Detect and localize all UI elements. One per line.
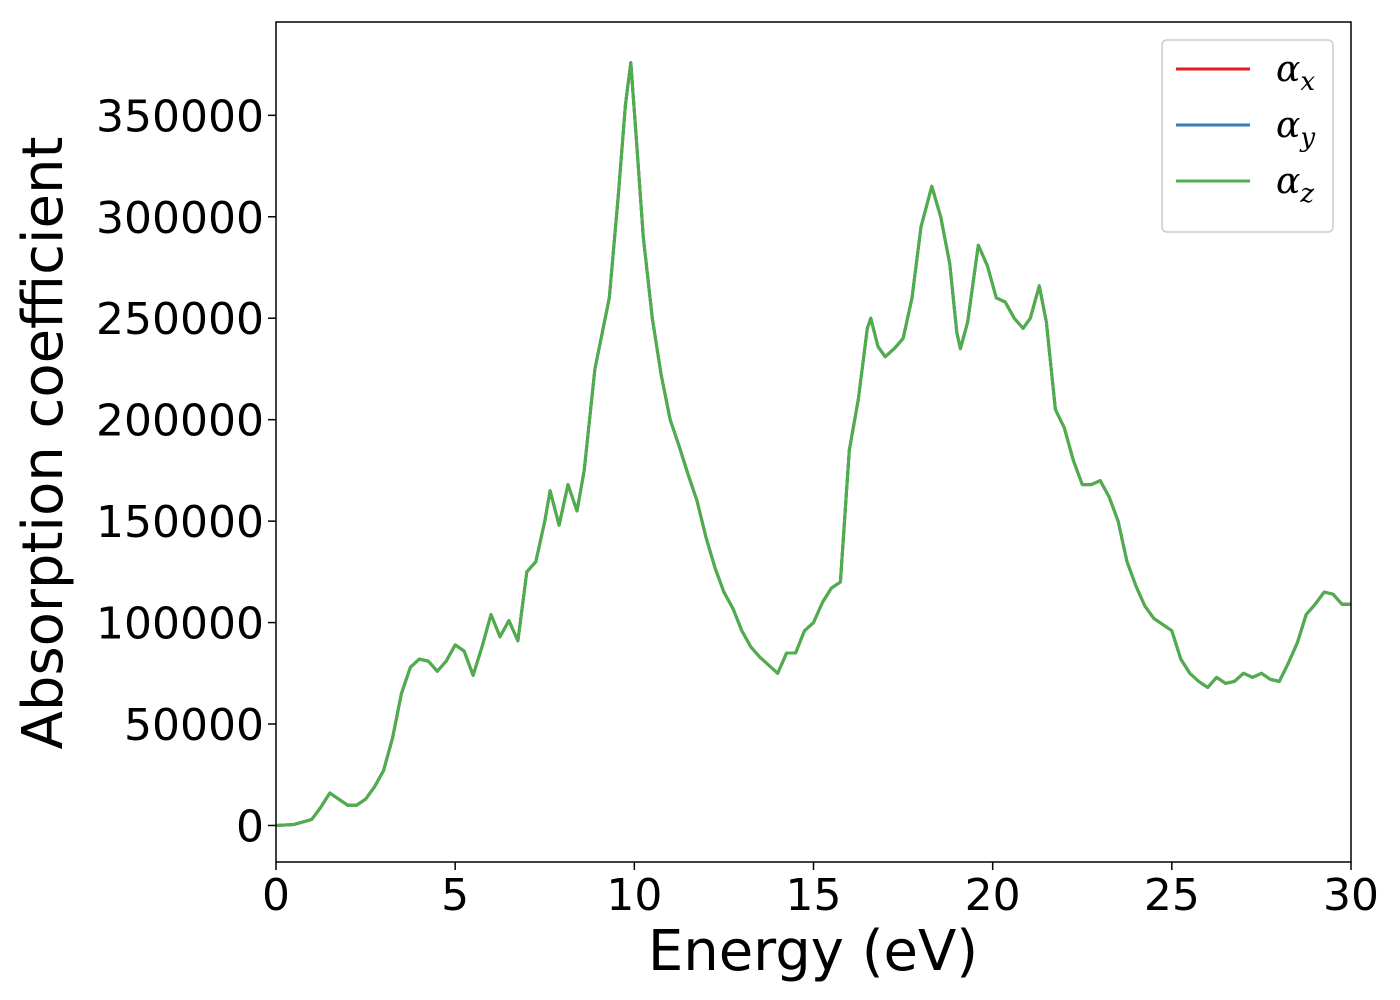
series-layer [276, 61, 1351, 827]
y-axis-label: Absorption coefficient [11, 137, 76, 750]
x-tick-label: 30 [1323, 870, 1379, 921]
x-axis-ticks: 0 5 10 15 20 25 30 [262, 862, 1379, 921]
y-tick-label: 50000 [124, 700, 264, 751]
x-tick-label: 15 [786, 870, 842, 921]
x-tick-label: 5 [441, 870, 469, 921]
y-tick-label: 200000 [96, 396, 264, 447]
legend-box [1161, 39, 1334, 233]
y-axis-ticks: 0 50000 100000 150000 200000 250000 300000 3500… [96, 91, 276, 852]
x-tick-label: 25 [1144, 870, 1200, 921]
x-tick-label: 10 [606, 870, 662, 921]
x-axis-label: Energy (eV) [648, 919, 978, 984]
y-tick-label: 0 [236, 801, 264, 852]
x-tick-label: 20 [965, 870, 1021, 921]
y-tick-label: 300000 [96, 193, 264, 244]
x-tick-label: 0 [262, 870, 290, 921]
y-tick-label: 150000 [96, 497, 264, 548]
y-tick-label: 100000 [96, 599, 264, 650]
y-tick-label: 350000 [96, 91, 264, 142]
series-line-z [276, 61, 1351, 827]
y-tick-label: 250000 [96, 294, 264, 345]
